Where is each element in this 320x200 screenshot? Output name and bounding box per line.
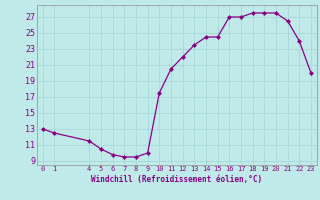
X-axis label: Windchill (Refroidissement éolien,°C): Windchill (Refroidissement éolien,°C): [91, 175, 262, 184]
